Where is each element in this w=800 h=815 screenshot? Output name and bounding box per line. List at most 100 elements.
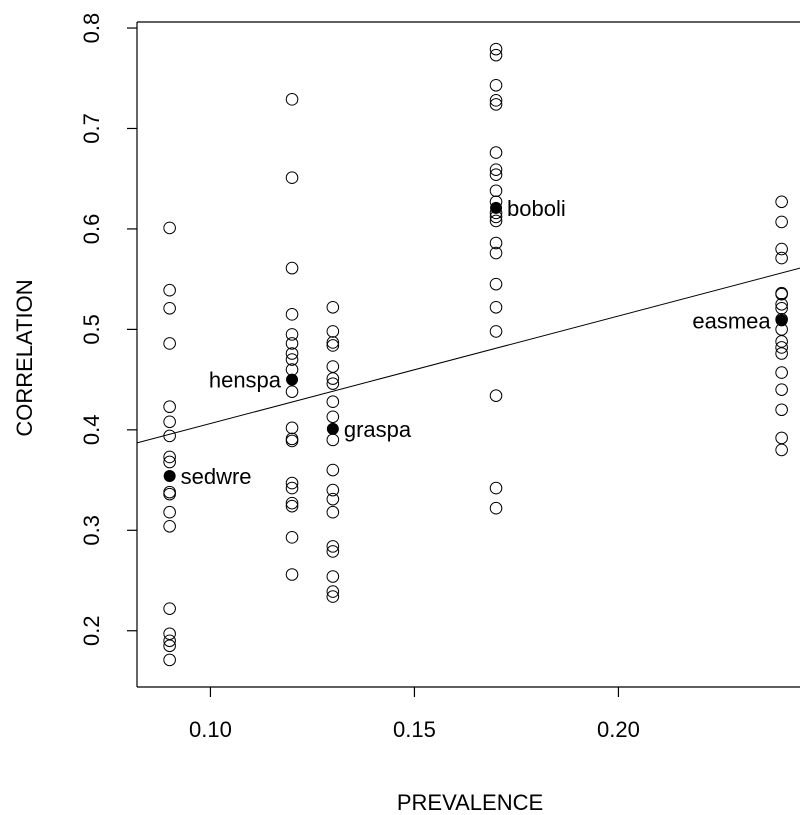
data-point bbox=[163, 301, 176, 315]
data-point bbox=[285, 496, 299, 510]
data-point bbox=[326, 545, 340, 558]
data-point bbox=[326, 585, 340, 598]
data-point bbox=[285, 481, 299, 495]
data-point bbox=[775, 301, 788, 315]
data-point bbox=[163, 519, 176, 533]
y-tick-label: 0.7 bbox=[79, 113, 104, 144]
data-point bbox=[489, 300, 503, 314]
data-point bbox=[489, 163, 503, 176]
data-point bbox=[163, 400, 176, 414]
x-tick-label: 0.10 bbox=[189, 717, 232, 742]
data-point bbox=[326, 410, 340, 424]
data-point bbox=[489, 184, 503, 198]
data-point bbox=[489, 42, 503, 56]
data-point bbox=[489, 325, 503, 338]
data-point bbox=[326, 540, 340, 553]
highlighted-point bbox=[286, 373, 299, 386]
data-point bbox=[326, 339, 340, 352]
data-point bbox=[326, 463, 340, 477]
point-label: easmea bbox=[692, 308, 771, 333]
data-point bbox=[775, 195, 788, 209]
data-point bbox=[775, 242, 788, 256]
data-point bbox=[163, 634, 176, 648]
data-point bbox=[285, 434, 299, 448]
data-point bbox=[489, 168, 503, 181]
data-point bbox=[489, 94, 503, 107]
data-point bbox=[163, 429, 176, 443]
data-point bbox=[489, 246, 503, 260]
data-point bbox=[326, 372, 340, 385]
data-point bbox=[285, 93, 299, 106]
data-point bbox=[326, 336, 340, 349]
data-point bbox=[163, 487, 176, 501]
data-point bbox=[775, 341, 788, 354]
highlighted-point bbox=[775, 314, 788, 327]
data-point bbox=[489, 389, 503, 402]
data-point bbox=[163, 602, 176, 615]
data-point bbox=[285, 328, 299, 341]
point-label: sedwre bbox=[181, 464, 252, 489]
data-point bbox=[285, 568, 299, 581]
data-point bbox=[285, 261, 299, 275]
y-tick-label: 0.5 bbox=[79, 314, 104, 345]
data-point bbox=[775, 297, 788, 311]
y-tick-label: 0.3 bbox=[79, 515, 104, 546]
data-point bbox=[163, 221, 176, 235]
data-point bbox=[489, 146, 503, 159]
x-tick-label: 0.15 bbox=[393, 717, 436, 742]
data-point bbox=[326, 433, 340, 447]
data-point bbox=[775, 251, 788, 265]
data-point bbox=[163, 639, 176, 653]
data-point bbox=[489, 236, 503, 250]
data-point bbox=[285, 499, 299, 513]
data-point bbox=[326, 377, 340, 390]
data-point bbox=[326, 492, 340, 506]
point-label: henspa bbox=[209, 368, 282, 393]
data-point bbox=[326, 590, 340, 603]
data-point bbox=[775, 383, 788, 396]
data-point bbox=[775, 431, 788, 445]
data-point bbox=[775, 287, 788, 301]
data-point bbox=[163, 653, 176, 667]
data-point bbox=[775, 443, 788, 457]
data-point bbox=[285, 353, 299, 366]
data-point bbox=[326, 300, 340, 314]
data-point bbox=[285, 171, 299, 185]
data-point bbox=[163, 627, 176, 641]
highlighted-point bbox=[163, 470, 176, 483]
data-point bbox=[285, 476, 299, 490]
data-point bbox=[326, 505, 340, 519]
data-point bbox=[285, 347, 299, 360]
x-tick-label: 0.20 bbox=[597, 717, 640, 742]
highlighted-point bbox=[326, 422, 339, 435]
data-point bbox=[163, 415, 176, 429]
highlighted-point bbox=[490, 201, 503, 214]
regression-line bbox=[136, 267, 800, 444]
y-tick-label: 0.2 bbox=[79, 615, 104, 646]
data-point bbox=[326, 360, 340, 373]
data-point bbox=[489, 48, 503, 62]
data-point bbox=[489, 214, 503, 228]
data-point bbox=[489, 277, 503, 291]
data-point bbox=[489, 78, 503, 92]
data-point bbox=[285, 385, 299, 398]
data-point bbox=[285, 531, 299, 544]
data-point bbox=[775, 347, 788, 360]
x-axis-label: PREVALENCE bbox=[397, 790, 543, 815]
data-point bbox=[775, 403, 788, 417]
data-point bbox=[326, 395, 340, 409]
y-axis-label: CORRELATION bbox=[12, 279, 37, 436]
data-point bbox=[163, 505, 176, 519]
data-point bbox=[489, 98, 503, 111]
data-point bbox=[285, 421, 299, 435]
data-point bbox=[163, 450, 176, 464]
point-label: boboli bbox=[507, 196, 566, 221]
y-tick-label: 0.8 bbox=[79, 13, 104, 44]
y-tick-label: 0.4 bbox=[79, 415, 104, 446]
data-point bbox=[326, 570, 340, 583]
data-point bbox=[163, 337, 176, 350]
data-point bbox=[489, 481, 503, 495]
y-tick-label: 0.6 bbox=[79, 214, 104, 245]
data-point bbox=[775, 366, 788, 379]
data-point bbox=[285, 337, 299, 350]
